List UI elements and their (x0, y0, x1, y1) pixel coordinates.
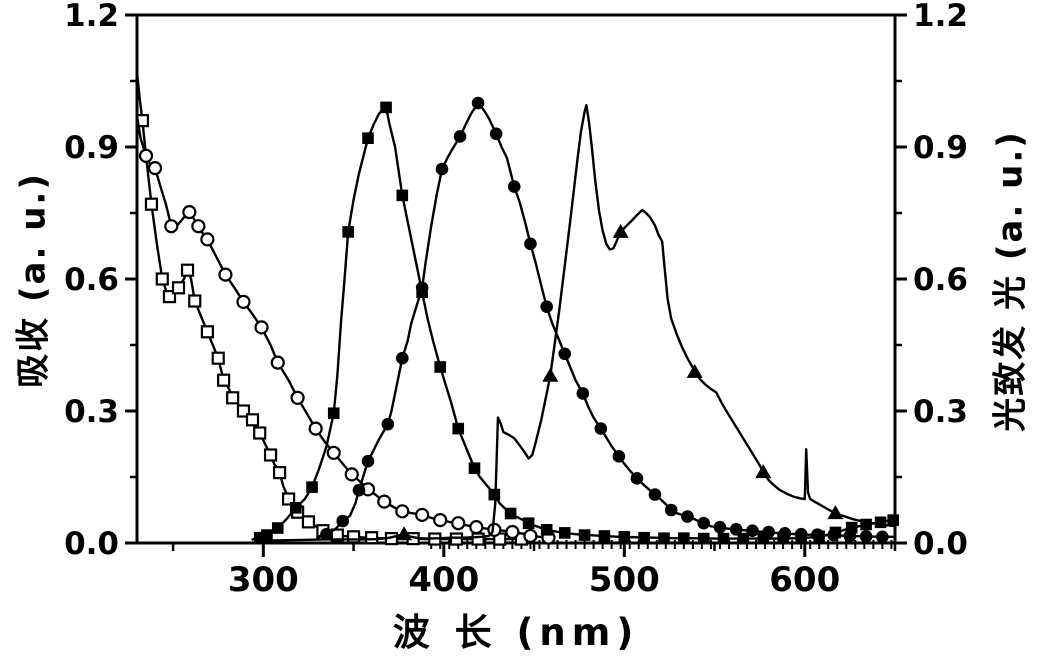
y-left-tick-label-1.2: 1.2 (64, 0, 119, 34)
y-axis-title-right: 光致发 光 (a. u.) (990, 130, 1031, 432)
y-axis-ticks: 0.0 0.0 0.3 0.3 0.6 0.6 0.9 0.9 1.2 1.2 (64, 0, 968, 562)
y-right-tick-label-0.3: 0.3 (913, 394, 968, 430)
x-axis-ticks: 300 400 500 600 (171, 543, 897, 600)
x-tick-label-300: 300 (228, 560, 299, 600)
plot-frame (135, 13, 897, 545)
y-axis-title-left: 吸收 (a. u.) (13, 172, 54, 388)
series-emission-filled-triangles (254, 103, 895, 542)
x-tick-label-600: 600 (769, 560, 840, 600)
y-right-tick-label-0.6: 0.6 (913, 262, 968, 298)
series-emission-filled-circles (316, 96, 895, 544)
y-right-tick-label-0.9: 0.9 (913, 130, 968, 166)
series-absorption-open-circles (135, 114, 556, 545)
x-axis-title: 波 长 (nm) (392, 611, 640, 654)
y-right-tick-label-0.0: 0.0 (913, 526, 968, 562)
x-tick-label-400: 400 (408, 560, 479, 600)
y-left-tick-label-0.6: 0.6 (64, 262, 119, 298)
y-right-tick-label-1.2: 1.2 (913, 0, 968, 34)
y-left-tick-label-0.0: 0.0 (64, 526, 119, 562)
y-left-tick-label-0.9: 0.9 (64, 130, 119, 166)
x-tick-label-500: 500 (589, 560, 660, 600)
y-left-tick-label-0.3: 0.3 (64, 394, 119, 430)
